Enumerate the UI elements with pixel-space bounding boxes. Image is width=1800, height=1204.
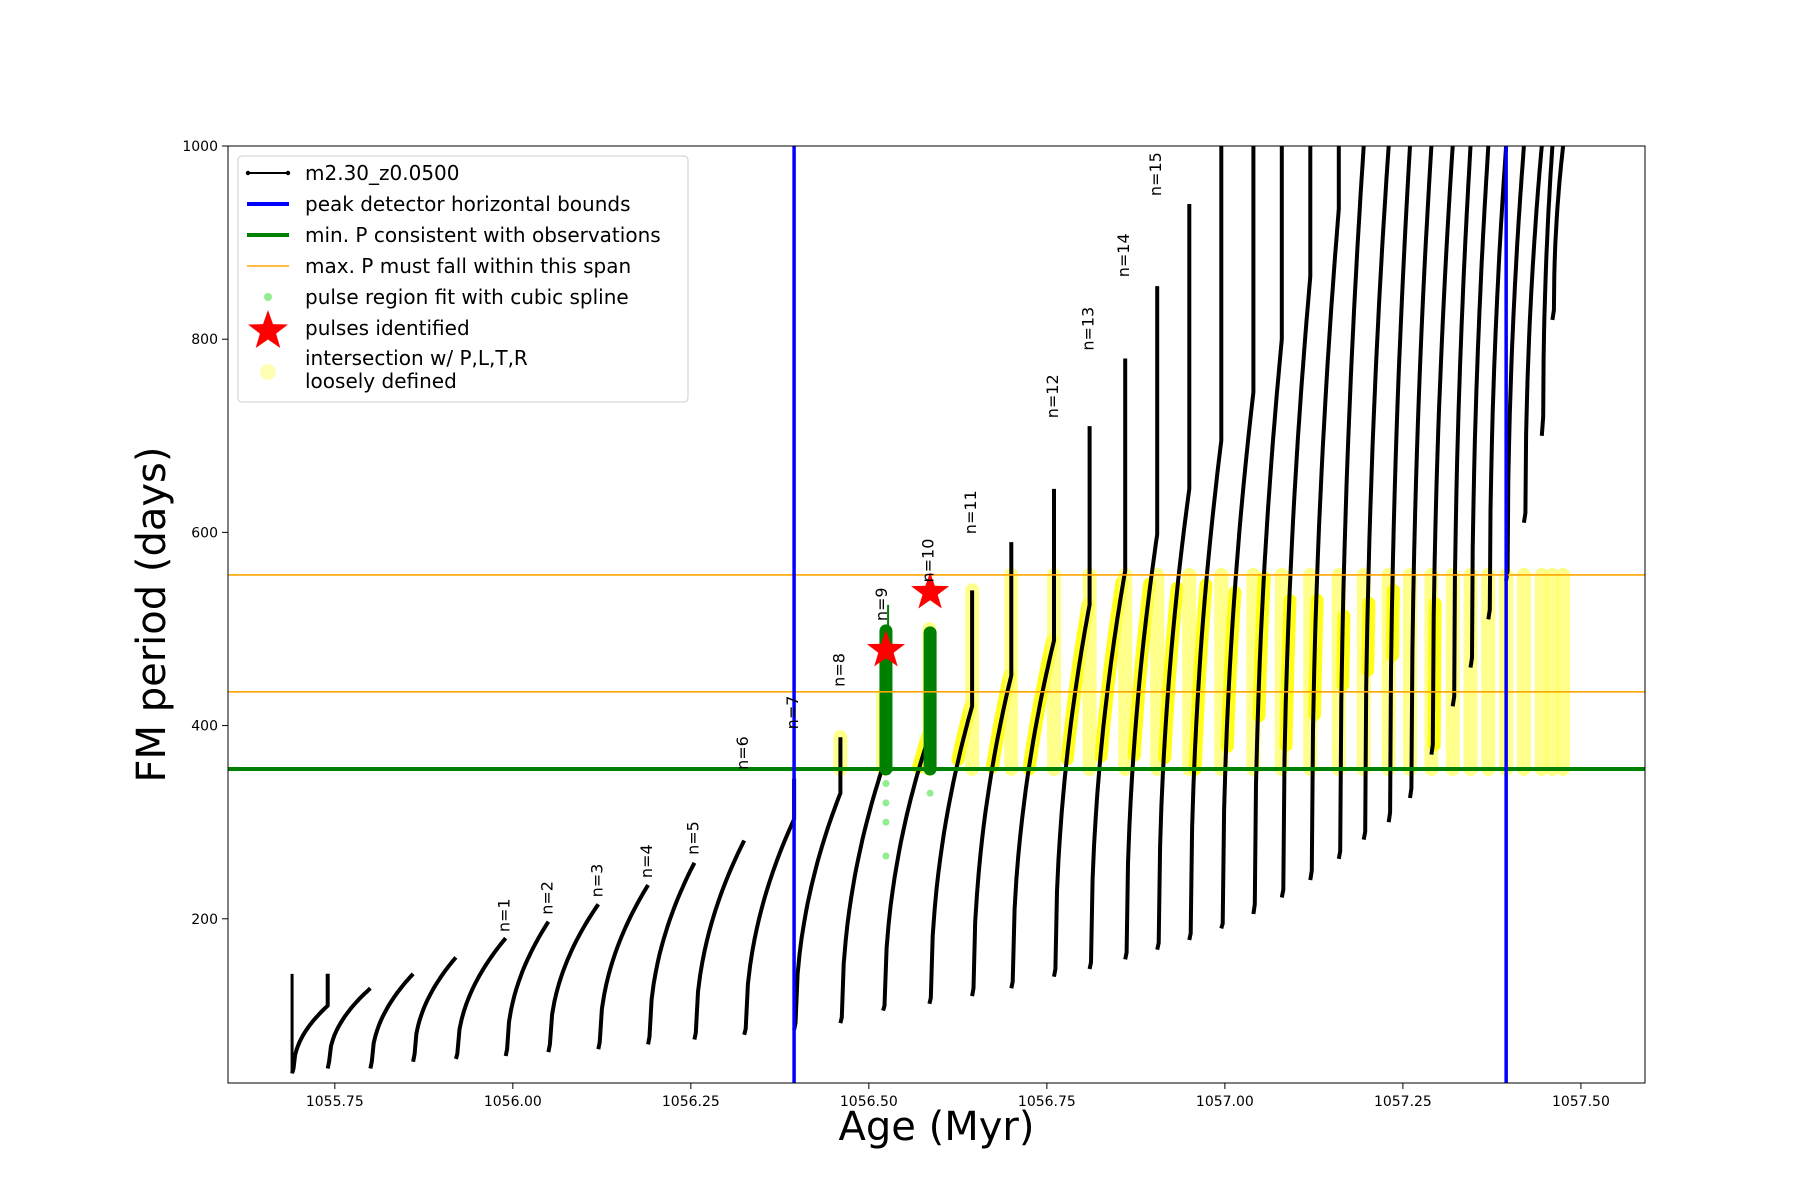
legend-label: pulse region fit with cubic spline	[305, 285, 629, 309]
pulse-number-label: n=15	[1146, 152, 1165, 196]
model-pulse-curve	[1187, 146, 1224, 941]
model-pulse-curve	[325, 986, 372, 1069]
x-tick-label: 1057.00	[1196, 1094, 1254, 1110]
x-tick-label: 1056.00	[484, 1094, 542, 1110]
model-pulse-curve	[970, 542, 1014, 997]
y-tick-label: 800	[191, 332, 218, 348]
legend-dot-handle	[260, 364, 276, 380]
pulse-number-label: n=1	[495, 898, 514, 932]
pulse-number-label: n=13	[1079, 307, 1098, 351]
model-pulse-curve	[1279, 146, 1313, 898]
pulses-identified-layer	[866, 572, 950, 667]
x-tick-label: 1055.75	[306, 1094, 364, 1110]
legend-star-handle	[248, 310, 288, 348]
pulse-number-label: n=10	[918, 539, 937, 583]
reference-lines-layer	[228, 146, 1645, 1083]
pulse-number-labels: n=1 n=2 n=3 n=4 n=5 n=6 n=7 n=8 n=9 n=10 n=11 n=12 n…	[495, 152, 1166, 932]
pulse-number-label: n=14	[1114, 233, 1133, 277]
y-tick-label: 400	[191, 719, 218, 735]
model-pulse-curve	[1408, 146, 1434, 799]
model-pulse-curve	[1386, 146, 1412, 823]
y-tick-label: 600	[191, 525, 218, 541]
model-pulse-curve	[453, 936, 508, 1060]
model-pulse-curve	[1450, 146, 1473, 707]
pulse-number-label: n=2	[537, 881, 556, 915]
pulse-number-label: n=8	[829, 653, 848, 687]
model-pulse-curve	[1087, 358, 1128, 970]
model-pulse-curve	[1219, 146, 1256, 929]
pulse-fit-point	[882, 852, 890, 860]
x-tick-label: 1056.25	[662, 1094, 720, 1110]
model-pulse-curve	[596, 883, 650, 1050]
legend-label: m2.30_z0.0500	[305, 161, 460, 185]
legend-label: min. P consistent with observations	[305, 223, 661, 247]
pulse-fit-point	[882, 818, 890, 826]
model-pulse-curve	[838, 694, 886, 1024]
model-pulse-curve	[1468, 146, 1491, 668]
model-pulse-curve	[742, 778, 797, 1036]
pulse-number-label: n=12	[1043, 374, 1062, 418]
x-tick-label: 1057.25	[1374, 1094, 1432, 1110]
model-pulse-curve	[290, 973, 330, 1074]
model-pulse-curve	[792, 737, 843, 1031]
plot-frame	[227, 145, 1646, 1084]
legend-marker-handle	[285, 170, 291, 176]
model-pulse-curve	[1155, 204, 1192, 951]
pulse-number-label: n=5	[683, 821, 702, 855]
x-tick-label: 1057.50	[1552, 1094, 1610, 1110]
legend-label: pulses identified	[305, 316, 470, 340]
model-pulse-curve	[1539, 146, 1555, 436]
pulse-fit-point	[926, 789, 934, 797]
pulse-number-label: n=4	[637, 844, 656, 878]
pulse-number-label: n=11	[961, 490, 980, 534]
model-pulse-curve	[1504, 146, 1526, 582]
pulse-identified-star	[911, 572, 950, 609]
pulse-number-label: n=9	[872, 587, 891, 621]
x-tick-label: 1056.75	[1018, 1094, 1076, 1110]
legend-dot-handle	[264, 293, 272, 301]
model-pulse-curve	[1486, 146, 1509, 620]
y-axis-label: FM period (days)	[129, 447, 175, 783]
pulse-number-label: n=6	[733, 736, 752, 770]
pulse-fit-point	[882, 780, 890, 788]
model-pulse-curve	[927, 590, 975, 1005]
model-series-layer	[290, 146, 1566, 1074]
pulse-fit-point	[882, 799, 890, 807]
model-pulse-curve	[411, 956, 458, 1063]
x-tick-label: 1056.50	[840, 1094, 898, 1110]
pulse-number-label: n=3	[587, 864, 606, 898]
model-pulse-curve	[1052, 426, 1092, 978]
x-axis-label: Age (Myr)	[839, 1104, 1035, 1150]
y-tick-label: 200	[191, 912, 218, 928]
model-pulse-curve	[1336, 146, 1366, 860]
model-pulse-curve	[1361, 146, 1391, 840]
pulse-number-label: n=7	[783, 696, 802, 730]
legend-label: max. P must fall within this span	[305, 254, 631, 278]
model-pulse-curve	[1521, 146, 1544, 524]
legend-marker-handle	[245, 170, 251, 176]
y-tick-label: 1000	[182, 139, 218, 155]
model-pulse-curve	[1009, 488, 1056, 989]
model-pulse-curve	[368, 972, 415, 1069]
legend-label: intersection w/ P,L,T,R	[305, 346, 528, 370]
model-pulse-curve	[1308, 146, 1341, 881]
pulse-identified-star	[866, 630, 905, 667]
model-pulse-curve	[881, 629, 932, 1012]
model-pulse-curve	[503, 920, 551, 1057]
model-pulse-curve	[1251, 146, 1284, 915]
legend-label: peak detector horizontal bounds	[305, 192, 631, 216]
model-pulse-curve	[546, 903, 600, 1053]
legend-label: loosely defined	[305, 369, 457, 393]
legend-frame	[237, 155, 689, 403]
model-pulse-curve	[692, 839, 746, 1040]
model-pulse-curve	[1550, 146, 1566, 321]
model-pulse-curve	[1123, 286, 1160, 960]
model-pulse-curve	[1429, 146, 1455, 755]
axes-layer: 1055.75 1056.00 1056.25 1056.50 1056.75 1057.…	[182, 139, 1610, 1110]
model-pulse-curve	[646, 861, 697, 1045]
